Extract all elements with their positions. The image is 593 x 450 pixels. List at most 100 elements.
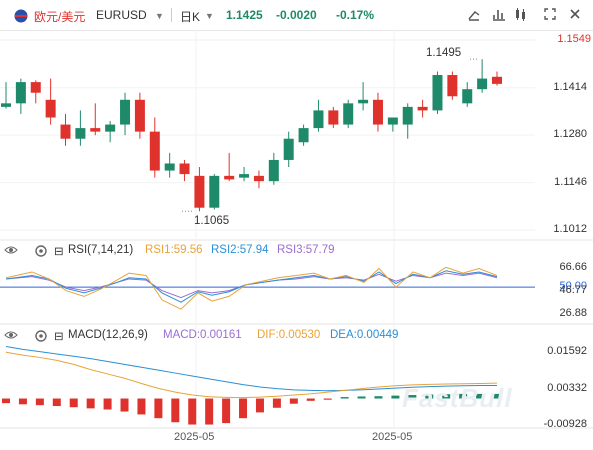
timeframe-dropdown-icon[interactable]: ▼ xyxy=(205,11,214,21)
timeframe-selector[interactable]: 日K xyxy=(180,10,201,24)
candle-body xyxy=(45,99,56,118)
macd-histogram-bar xyxy=(306,398,315,401)
macd-tick-label: -0.00928 xyxy=(543,418,587,431)
macd-tick-label: 0.01592 xyxy=(547,345,587,358)
candle-body xyxy=(179,163,190,175)
symbol-dropdown-icon[interactable]: ▼ xyxy=(155,11,164,21)
rsi-tick-label: 26.88 xyxy=(559,306,587,319)
candle-body xyxy=(239,174,250,178)
candle-body xyxy=(462,89,473,104)
symbol-code[interactable]: EURUSD xyxy=(96,8,147,22)
rsi-visibility-icon[interactable] xyxy=(4,244,18,259)
chart-header: 欧元/美元 EURUSD ▼ 日K ▼ 1.1425 -0.0020 -0.17… xyxy=(0,0,593,31)
macd-tick-label: 0.00332 xyxy=(547,381,587,394)
macd-histogram-bar xyxy=(205,398,214,425)
price-tick-label: 1.1414 xyxy=(553,80,587,93)
candle-body xyxy=(105,124,116,132)
macd-histogram-bar xyxy=(239,398,248,419)
macd-histogram-bar xyxy=(18,398,27,405)
macd-histogram-bar xyxy=(2,398,10,404)
grid-lines xyxy=(0,30,593,429)
macd-histogram-bar xyxy=(425,394,434,399)
candle-body xyxy=(477,78,488,90)
macd-series xyxy=(2,345,501,425)
rsi1-line xyxy=(5,266,498,310)
rsi-tick-label: 46.77 xyxy=(559,283,587,296)
candle-body xyxy=(194,175,205,208)
candle-body xyxy=(358,99,369,104)
macd-histogram-bar xyxy=(340,397,349,399)
macd-value: MACD:0.00161 xyxy=(163,329,242,341)
candle-body xyxy=(387,117,398,125)
rsi2-value: RSI2:57.94 xyxy=(211,244,269,256)
x-tick-label: 2025-05 xyxy=(174,431,215,443)
candle-body xyxy=(298,128,309,143)
draw-line-icon[interactable] xyxy=(465,6,483,24)
macd-histogram-bar xyxy=(493,393,501,399)
indicator-icon[interactable] xyxy=(512,6,530,24)
macd-histogram-bar xyxy=(171,398,180,423)
price-tick-label: 1.1549 xyxy=(557,33,591,45)
price-tick-label: 1.1012 xyxy=(553,223,587,235)
candle-body xyxy=(75,128,86,139)
macd-histogram-bar xyxy=(103,398,112,410)
macd-histogram-bar xyxy=(35,398,44,406)
header-divider xyxy=(171,8,172,22)
last-price: 1.1425 xyxy=(226,8,263,22)
candle-body xyxy=(313,110,324,129)
macd-histogram-bar xyxy=(374,396,383,399)
macd-histogram-bar xyxy=(459,393,468,399)
rsi-settings-icon[interactable] xyxy=(34,244,48,261)
price-tick-label: 1.1280 xyxy=(553,128,587,141)
macd-histogram-bar xyxy=(408,395,417,399)
flag-icon xyxy=(14,9,28,26)
candle-body xyxy=(492,76,502,84)
macd-histogram-bar xyxy=(289,398,298,404)
candle-body xyxy=(268,159,279,182)
macd-histogram-bar xyxy=(69,398,78,408)
candle-body xyxy=(447,75,458,97)
candle-body xyxy=(402,106,413,125)
dif-line xyxy=(5,351,498,399)
candle-body xyxy=(432,75,443,111)
macd-histogram-bar xyxy=(188,398,197,425)
watermark-logo: FastBull xyxy=(402,383,513,413)
macd-histogram-bar xyxy=(154,398,163,419)
candle-body xyxy=(15,82,26,104)
rsi1-value: RSI1:59.56 xyxy=(145,244,203,256)
candle-body xyxy=(120,99,131,125)
macd-settings-icon[interactable] xyxy=(34,329,48,346)
price-change: -0.0020 xyxy=(276,8,317,22)
macd-visibility-icon[interactable] xyxy=(4,329,18,344)
candle-body xyxy=(1,103,11,107)
macd-label: MACD(12,26,9) xyxy=(68,329,148,341)
candle-body xyxy=(134,99,145,132)
rsi-info-icon[interactable]: ⊟ xyxy=(54,246,64,258)
price-change-percent: -0.17% xyxy=(336,8,375,22)
macd-info-icon[interactable]: ⊟ xyxy=(54,331,64,343)
candle-body xyxy=(343,103,354,125)
macd-histogram-bar xyxy=(222,398,231,424)
symbol-name[interactable]: 欧元/美元 xyxy=(34,10,86,24)
candle-body xyxy=(149,131,160,171)
candle-body xyxy=(283,138,294,160)
candle-body xyxy=(253,175,264,182)
close-icon[interactable] xyxy=(566,6,584,24)
macd-histogram-bar xyxy=(120,398,129,412)
dif-value: DIF:0.00530 xyxy=(257,329,321,341)
macd-histogram-bar xyxy=(86,398,95,409)
price-tick-label: 1.1146 xyxy=(554,175,587,188)
macd-histogram-bar xyxy=(442,394,451,399)
chart-settings-icon[interactable] xyxy=(490,6,508,24)
candle-body xyxy=(90,128,101,132)
x-tick-label: 2025-05 xyxy=(372,431,413,443)
rsi-tick-label: 50.00 xyxy=(559,280,587,293)
rsi3-value: RSI3:57.79 xyxy=(277,244,335,256)
candle-body xyxy=(224,175,235,180)
candlestick-series xyxy=(1,59,502,212)
macd-histogram-bar xyxy=(137,398,146,415)
fullscreen-icon[interactable] xyxy=(541,6,559,24)
macd-histogram-bar xyxy=(52,398,61,407)
candle-body xyxy=(30,82,41,93)
